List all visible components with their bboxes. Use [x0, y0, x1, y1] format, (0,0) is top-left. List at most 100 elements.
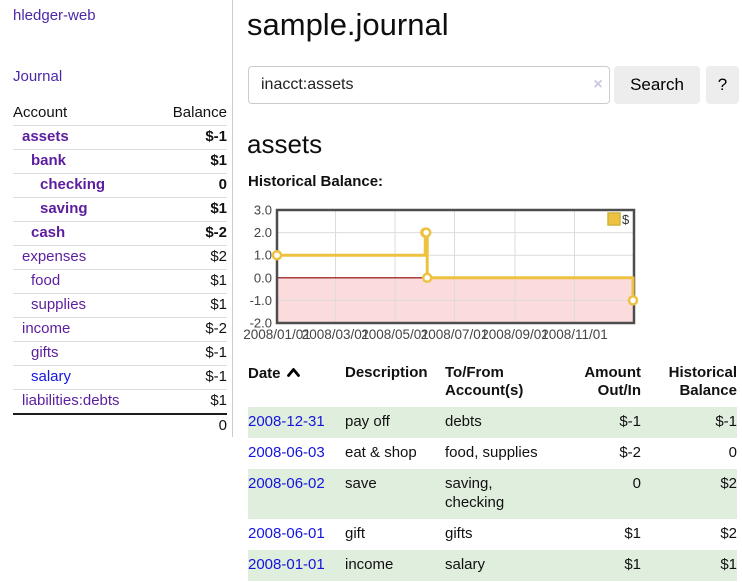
- transaction-accounts: gifts: [445, 525, 473, 542]
- y-axis-tick-label: 0.0: [254, 270, 272, 285]
- transaction-date-link[interactable]: 2008-06-03: [248, 444, 325, 461]
- transaction-historical-balance: $2: [720, 525, 737, 542]
- x-axis-tick-label: 2008/03/01: [302, 327, 370, 342]
- search-button[interactable]: Search: [614, 66, 700, 104]
- transaction-historical-balance: $2: [641, 469, 737, 519]
- transaction-amount: 0: [557, 469, 641, 519]
- historical-balance-chart: 3.0 2.0 1.0 0.0 -1.0 -2.0 2008/01/01 2008/03/01…: [240, 197, 650, 350]
- date-header-label: Date: [248, 365, 281, 382]
- account-balance: $1: [154, 389, 227, 414]
- chart-title-label: Historical Balance:: [248, 173, 384, 190]
- account-balance: $-1: [154, 341, 227, 366]
- accounts-total-value: 0: [154, 413, 227, 438]
- transaction-row: 2008-01-01 income salary $1 $1: [248, 550, 737, 581]
- account-link-food[interactable]: food: [31, 272, 61, 289]
- transaction-amount: $-2: [619, 444, 641, 461]
- account-balance-table: Account Balance assets $-1 bank $1 checking 0…: [13, 102, 227, 438]
- data-point: [271, 249, 283, 261]
- amount-column-header: Amount Out/In: [584, 364, 641, 399]
- account-balance: $-2: [154, 221, 227, 246]
- account-link-income[interactable]: income: [22, 320, 71, 337]
- account-balance: $1: [154, 293, 227, 318]
- page-title: sample.journal: [247, 7, 449, 42]
- historical-column-header: Historical Balance: [668, 364, 737, 399]
- account-row: food $1: [13, 269, 227, 294]
- transaction-description: income: [345, 550, 445, 581]
- transactions-table: Date Description To/From Account(s) Amou…: [248, 362, 737, 581]
- account-link-saving[interactable]: saving: [40, 200, 88, 217]
- transaction-row: 2008-06-01 gift gifts $1 $2: [248, 519, 737, 550]
- description-column-header: Description: [345, 364, 428, 381]
- transactions-header-row: Date Description To/From Account(s) Amou…: [248, 362, 737, 407]
- account-table-header-row: Account Balance: [13, 102, 227, 126]
- transaction-date-link[interactable]: 2008-01-01: [248, 556, 325, 573]
- account-balance: $1: [154, 197, 227, 222]
- transaction-date-link[interactable]: 2008-12-31: [248, 413, 325, 430]
- account-balance: $1: [154, 149, 227, 174]
- search-input[interactable]: [248, 66, 610, 104]
- accounts-column-header: To/From Account(s): [445, 364, 524, 399]
- y-axis-tick-label: -1.0: [250, 293, 272, 308]
- transaction-date-link[interactable]: 2008-06-01: [248, 525, 325, 542]
- account-link-assets[interactable]: assets: [22, 128, 69, 145]
- account-balance: $-1: [154, 365, 227, 390]
- transaction-description: gift: [345, 525, 366, 542]
- legend-swatch: [607, 212, 621, 226]
- legend-label: $: [622, 212, 630, 227]
- help-button[interactable]: ?: [706, 66, 739, 104]
- account-row: bank $1: [13, 149, 227, 174]
- account-link-expenses[interactable]: expenses: [22, 248, 87, 265]
- data-point: [421, 272, 433, 284]
- date-column-header[interactable]: Date: [248, 362, 345, 407]
- transaction-accounts: food, supplies: [445, 444, 538, 461]
- transaction-accounts: salary: [445, 550, 557, 581]
- account-row: gifts $-1: [13, 341, 227, 366]
- x-axis-tick-label: 2008/09/01: [481, 327, 549, 342]
- transaction-amount: $1: [624, 525, 641, 542]
- account-table-body: assets $-1 bank $1 checking 0 saving $1 cash $-2 e…: [13, 125, 227, 438]
- transaction-amount: $1: [557, 550, 641, 581]
- account-row: salary $-1: [13, 365, 227, 390]
- account-row: liabilities:debts $1: [13, 389, 227, 414]
- x-axis-tick-label: 2008/07/01: [421, 327, 489, 342]
- account-page-heading: assets: [247, 129, 323, 159]
- account-link-supplies[interactable]: supplies: [31, 296, 87, 313]
- account-link-liabilities-debts[interactable]: liabilities:debts: [22, 392, 120, 409]
- account-balance: $1: [154, 269, 227, 294]
- accounts-total-row: 0: [13, 413, 227, 438]
- sort-ascending-icon: [286, 364, 300, 382]
- x-axis-tick-label: 2008/01/01: [243, 327, 311, 342]
- account-link-salary[interactable]: salary: [31, 368, 72, 385]
- account-row: checking 0: [13, 173, 227, 198]
- app-brand-link[interactable]: hledger-web: [13, 7, 96, 24]
- clear-search-icon[interactable]: ×: [593, 76, 603, 93]
- transaction-date-link[interactable]: 2008-06-02: [248, 475, 325, 492]
- account-column-header: Account: [13, 104, 68, 121]
- total-spacer: [13, 413, 155, 438]
- x-axis-tick-label: 2008/05/01: [361, 327, 429, 342]
- account-balance: $-1: [154, 125, 227, 150]
- account-row: assets $-1: [13, 125, 227, 150]
- transaction-row: 2008-12-31 pay off debts $-1 $-1: [248, 407, 737, 438]
- account-row: saving $1: [13, 197, 227, 222]
- data-point: [627, 295, 639, 306]
- transaction-accounts: debts: [445, 407, 557, 438]
- y-axis-tick-label: 1.0: [254, 248, 272, 263]
- account-link-cash[interactable]: cash: [31, 224, 66, 241]
- transaction-accounts: saving, checking: [445, 469, 557, 519]
- transaction-historical-balance: 0: [728, 444, 737, 461]
- account-balance: 0: [154, 173, 227, 198]
- balance-column-header: Balance: [172, 104, 227, 121]
- transaction-amount: $-1: [557, 407, 641, 438]
- transaction-row: 2008-06-03 eat & shop food, supplies $-2 0: [248, 438, 737, 469]
- account-row: cash $-2: [13, 221, 227, 246]
- sidebar-divider: [232, 0, 233, 437]
- account-link-bank[interactable]: bank: [31, 152, 67, 169]
- y-axis-tick-label: 3.0: [254, 203, 272, 218]
- transaction-row: 2008-06-02 save saving, checking 0 $2: [248, 469, 737, 519]
- account-row: income $-2: [13, 317, 227, 342]
- sidebar-nav-journal[interactable]: Journal: [13, 68, 63, 85]
- account-link-gifts[interactable]: gifts: [31, 344, 59, 361]
- account-link-checking[interactable]: checking: [40, 176, 106, 193]
- data-point: [420, 227, 432, 238]
